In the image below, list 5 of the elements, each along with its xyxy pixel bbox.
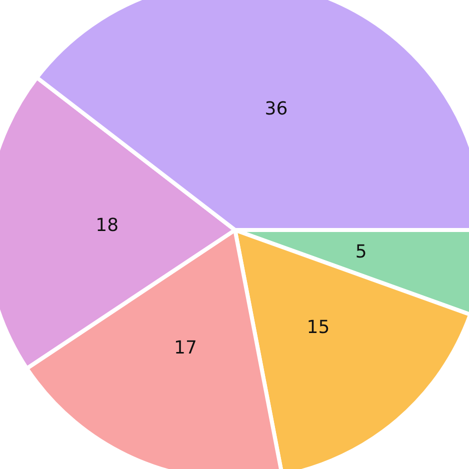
data-label: 18: [96, 215, 119, 236]
data-label: 17: [174, 338, 197, 359]
data-label: 5: [355, 241, 367, 262]
data-label: 36: [264, 98, 288, 120]
data-label: 15: [306, 316, 330, 338]
